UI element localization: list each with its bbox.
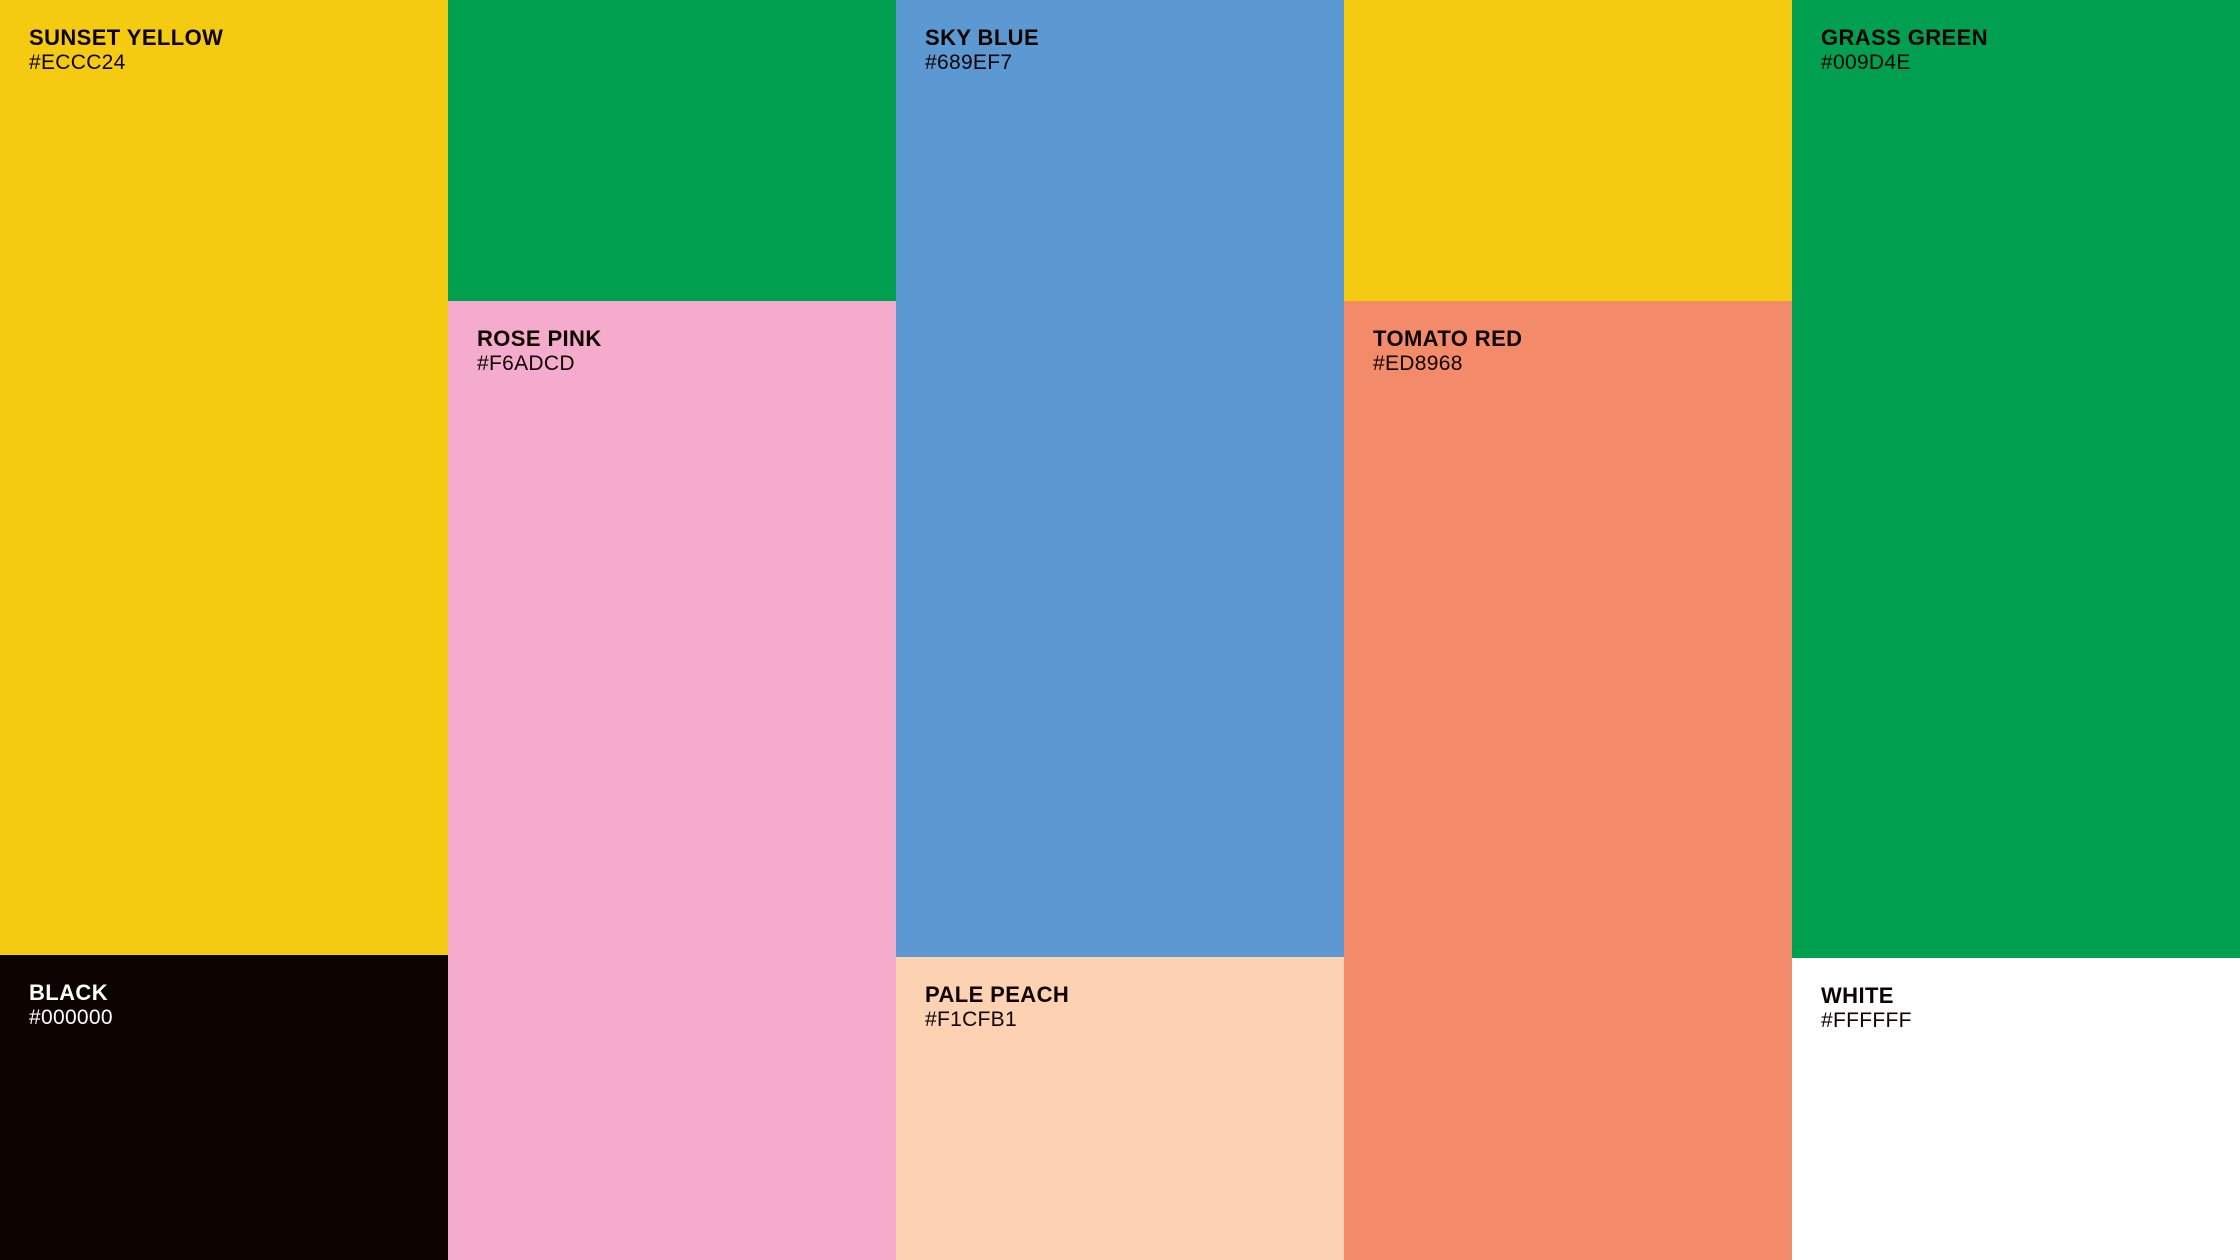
swatch-hex-code: #ED8968 [1373,352,1463,375]
swatch-name: WHITE [1821,983,1894,1008]
swatch-sky-blue: SKY BLUE #689EF7 [896,0,1344,957]
swatch-hex-code: #FFFFFF [1821,1009,1912,1032]
swatch-rose-pink: ROSE PINK #F6ADCD [448,301,896,1260]
palette-column-2: ROSE PINK #F6ADCD [448,0,896,1260]
swatch-label: ROSE PINK #F6ADCD [448,301,896,376]
swatch-label: BLACK #000000 [0,955,448,1030]
swatch-sunset-yellow: SUNSET YELLOW #ECCC24 [0,0,448,955]
swatch-hex-code: #F1CFB1 [925,1008,1017,1031]
palette-column-1: SUNSET YELLOW #ECCC24 BLACK #000000 [0,0,448,1260]
swatch-name: SKY BLUE [925,25,1040,50]
palette-column-3: SKY BLUE #689EF7 PALE PEACH #F1CFB1 [896,0,1344,1260]
swatch-name: SUNSET YELLOW [29,25,224,50]
swatch-name: PALE PEACH [925,982,1070,1007]
swatch-hex-code: #ECCC24 [29,51,126,74]
swatch-name: TOMATO RED [1373,326,1523,351]
swatch-name: GRASS GREEN [1821,25,1988,50]
swatch-tomato-red: TOMATO RED #ED8968 [1344,301,1792,1260]
swatch-label: SKY BLUE #689EF7 [896,0,1344,75]
swatch-black: BLACK #000000 [0,955,448,1260]
swatch-green-unlabeled [448,0,896,301]
swatch-label: TOMATO RED #ED8968 [1344,301,1792,376]
swatch-yellow-unlabeled [1344,0,1792,301]
palette-column-4: TOMATO RED #ED8968 [1344,0,1792,1260]
palette-column-5: GRASS GREEN #009D4E WHITE #FFFFFF [1792,0,2240,1260]
swatch-label: PALE PEACH #F1CFB1 [896,957,1344,1032]
swatch-name: ROSE PINK [477,326,602,351]
swatch-label: SUNSET YELLOW #ECCC24 [0,0,448,75]
swatch-grass-green: GRASS GREEN #009D4E [1792,0,2240,958]
swatch-label: GRASS GREEN #009D4E [1792,0,2240,75]
swatch-white: WHITE #FFFFFF [1792,958,2240,1260]
swatch-hex-code: #009D4E [1821,51,1911,74]
swatch-hex-code: #000000 [29,1006,113,1029]
swatch-label: WHITE #FFFFFF [1792,958,2240,1033]
swatch-hex-code: #689EF7 [925,51,1013,74]
swatch-name: BLACK [29,980,108,1005]
swatch-pale-peach: PALE PEACH #F1CFB1 [896,957,1344,1260]
swatch-hex-code: #F6ADCD [477,352,575,375]
